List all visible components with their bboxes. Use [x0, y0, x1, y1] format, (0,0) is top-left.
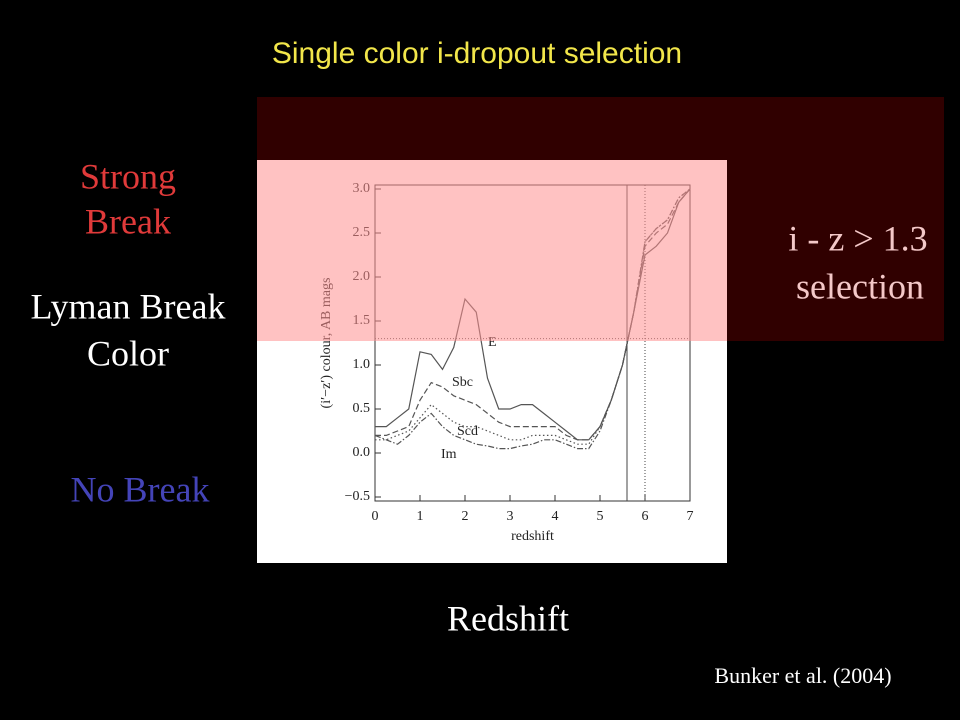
- x-axis-label: redshift: [511, 529, 554, 544]
- strong-break-overlay: [257, 160, 727, 341]
- x-tick-label: 7: [687, 509, 694, 524]
- series-line: [375, 188, 691, 445]
- y-caption: Color: [87, 333, 169, 373]
- x-tick-label: 0: [372, 509, 379, 524]
- x-tick-label: 4: [552, 509, 559, 524]
- selection-label: i - z > 1.3: [788, 218, 927, 258]
- y-tick-label: −0.5: [345, 489, 370, 504]
- x-tick-label: 3: [507, 509, 514, 524]
- y-caption: Lyman Break: [31, 286, 226, 326]
- slide-title: Single color i-dropout selection: [272, 37, 682, 70]
- x-caption: Redshift: [447, 598, 569, 638]
- selection-label: selection: [796, 266, 924, 306]
- strong-break: Break: [85, 201, 171, 241]
- strong-break: Strong: [80, 156, 176, 196]
- y-tick-label: 0.5: [353, 401, 371, 416]
- y-tick-label: 0.0: [353, 445, 371, 460]
- series-label: E: [488, 335, 497, 350]
- series-label: Sbc: [452, 375, 473, 390]
- x-tick-label: 2: [462, 509, 469, 524]
- x-tick-label: 5: [597, 509, 604, 524]
- y-tick-label: 1.0: [353, 357, 371, 372]
- series-label: Im: [441, 447, 457, 462]
- series-label: Scd: [457, 424, 478, 439]
- x-tick-label: 6: [642, 509, 649, 524]
- no-break: No Break: [71, 469, 210, 509]
- citation: Bunker et al. (2004): [714, 663, 891, 688]
- x-tick-label: 1: [417, 509, 424, 524]
